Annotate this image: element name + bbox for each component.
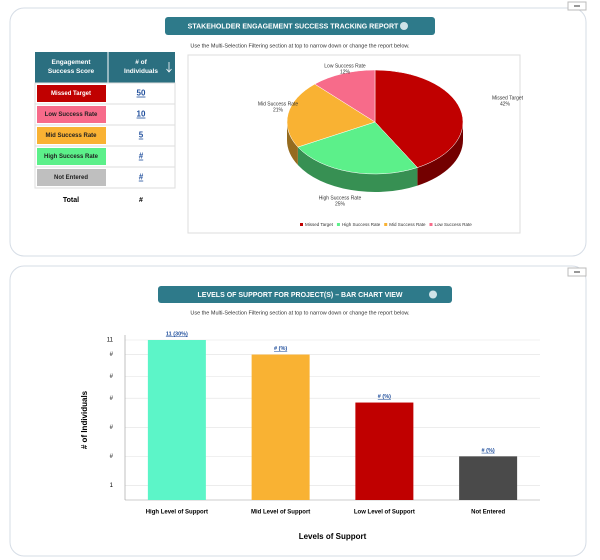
bar [147, 340, 206, 500]
panel-note: Use the Multi-Selection Filtering sectio… [190, 43, 410, 49]
slice-value: 42% [500, 101, 511, 107]
slice-side [297, 147, 418, 193]
slice-label: Mid Success Rate [258, 101, 299, 107]
pie-slice [297, 121, 418, 175]
legend-swatch [429, 223, 433, 226]
slice-label: High Success Rate [319, 195, 362, 201]
x-tick-label: Mid Level of Support [251, 510, 310, 516]
y-tick-label: # [110, 425, 114, 431]
y-tick-label: 1 [110, 483, 114, 489]
total-value: # [139, 197, 143, 204]
y-tick-label: # [110, 396, 114, 402]
x-tick-label: Not Entered [471, 510, 505, 516]
row-label: Not Entered [54, 175, 88, 181]
legend-label: High Success Rate [342, 222, 381, 227]
legend-label: Missed Target [305, 222, 334, 227]
y-tick-label: 11 [107, 338, 114, 344]
pie-slice [286, 83, 376, 148]
bar [459, 456, 518, 500]
panel-title: LEVELS OF SUPPORT FOR PROJECT(S) – BAR C… [198, 292, 403, 299]
slice-side [417, 122, 464, 186]
row-border [34, 166, 176, 189]
table-header-label: Engagement Success Score [48, 59, 95, 75]
row-label: Missed Target [51, 91, 91, 97]
legend-label: Low Success Rate [434, 222, 472, 227]
table-header-label: # of Individuals [124, 59, 158, 75]
panel-note: Use the Multi-Selection Filtering sectio… [190, 310, 410, 316]
sort-icon [166, 62, 172, 73]
y-axis-title: # of Individuals [80, 390, 89, 449]
pie-slice [374, 69, 464, 168]
slice-value: 25% [335, 201, 346, 207]
row-label: Mid Success Rate [45, 133, 97, 139]
legend-swatch [300, 223, 303, 226]
y-tick-label: # [110, 352, 114, 358]
row-count[interactable]: # [139, 173, 144, 182]
bar-value-label[interactable]: 11 (30%) [166, 331, 188, 337]
slice-label: Low Success Rate [324, 63, 366, 69]
row-count[interactable]: 50 [137, 89, 146, 98]
legend-swatch [336, 223, 340, 226]
legend-swatch [384, 223, 388, 226]
help-icon[interactable] [400, 22, 408, 30]
bar-value-label[interactable]: # (%) [482, 448, 495, 454]
pie-slice [314, 69, 376, 123]
y-tick-label: # [110, 374, 114, 380]
slice-side [287, 122, 298, 166]
legend-label: Mid Success Rate [389, 222, 426, 227]
bar [355, 402, 414, 500]
slice-value: 12% [340, 69, 351, 75]
help-icon[interactable] [429, 290, 437, 299]
row-cell [37, 127, 106, 144]
row-label: Low Success Rate [45, 112, 98, 118]
table-header [35, 52, 175, 83]
y-tick-label: # [110, 454, 114, 460]
bar-value-label[interactable]: # (%) [274, 346, 287, 352]
title-banner [165, 17, 435, 35]
total-label: Total [63, 197, 79, 204]
bar-value-label[interactable]: # (%) [378, 394, 391, 400]
slice-label: Missed Target [492, 95, 524, 101]
panel-title: STAKEHOLDER ENGAGEMENT SUCCESS TRACKING … [188, 23, 399, 30]
x-tick-label: Low Level of Support [354, 510, 415, 516]
x-tick-label: High Level of Support [146, 510, 208, 516]
row-count[interactable]: # [139, 152, 144, 161]
x-axis-title: Levels of Support [299, 532, 367, 541]
row-count[interactable]: 10 [137, 110, 146, 119]
title-banner [158, 286, 452, 303]
bar [251, 354, 310, 500]
slice-value: 21% [273, 107, 284, 113]
row-cell [37, 169, 106, 186]
row-cell [37, 85, 106, 102]
row-count[interactable]: 5 [139, 131, 144, 140]
row-label: High Success Rate [44, 154, 99, 160]
row-cell [37, 106, 106, 123]
row-cell [37, 148, 106, 165]
